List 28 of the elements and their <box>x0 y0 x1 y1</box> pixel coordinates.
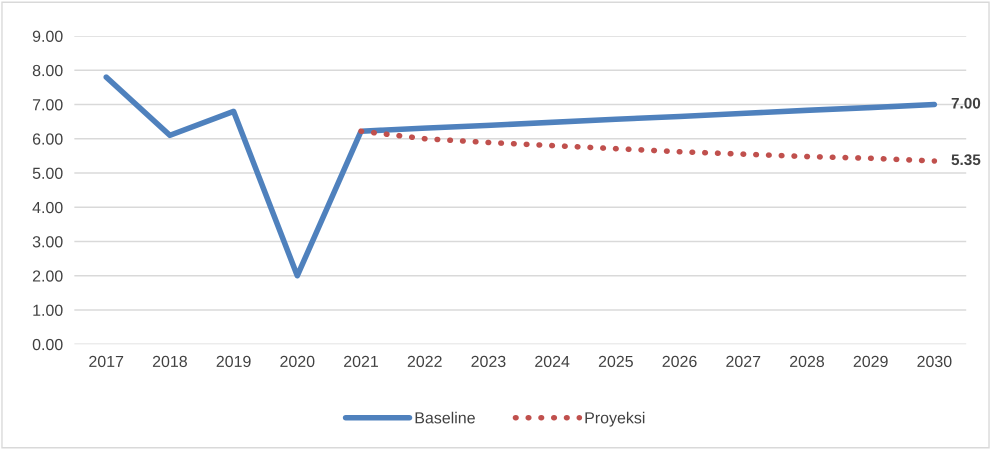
y-tick-label: 2.00 <box>32 270 63 282</box>
y-tick-label: 0.00 <box>32 338 63 350</box>
x-tick-label: 2029 <box>854 356 888 368</box>
y-tick-label: 8.00 <box>32 64 63 76</box>
x-tick-label: 2019 <box>216 356 251 368</box>
x-tick-label: 2017 <box>89 356 124 368</box>
y-tick-label: 1.00 <box>33 304 63 316</box>
x-tick-label: 2026 <box>662 356 697 368</box>
y-tick-label: 3.00 <box>32 236 63 248</box>
y-tick-label: 7.00 <box>32 99 63 110</box>
x-tick-label: 2028 <box>790 356 824 368</box>
y-tick-label: 9.00 <box>32 30 63 42</box>
x-tick-label: 2025 <box>598 356 633 368</box>
data-label: 7.00 <box>952 98 980 109</box>
x-tick-label: 2021 <box>344 356 378 368</box>
y-tick-label: 5.00 <box>32 168 63 179</box>
x-tick-label: 2018 <box>152 356 187 368</box>
y-tick-label: 6.00 <box>32 133 63 145</box>
x-tick-label: 2023 <box>471 356 506 368</box>
x-tick-label: 2027 <box>726 356 760 368</box>
y-tick-label: 4.00 <box>32 202 63 214</box>
x-tick-label: 2030 <box>917 356 952 368</box>
legend-label: Baseline <box>416 412 475 424</box>
data-label: 5.35 <box>952 154 980 166</box>
x-tick-label: 2022 <box>408 356 442 368</box>
legend-label: Proyeksi <box>585 412 644 427</box>
x-tick-label: 2024 <box>535 356 570 368</box>
x-tick-label: 2020 <box>280 356 314 368</box>
